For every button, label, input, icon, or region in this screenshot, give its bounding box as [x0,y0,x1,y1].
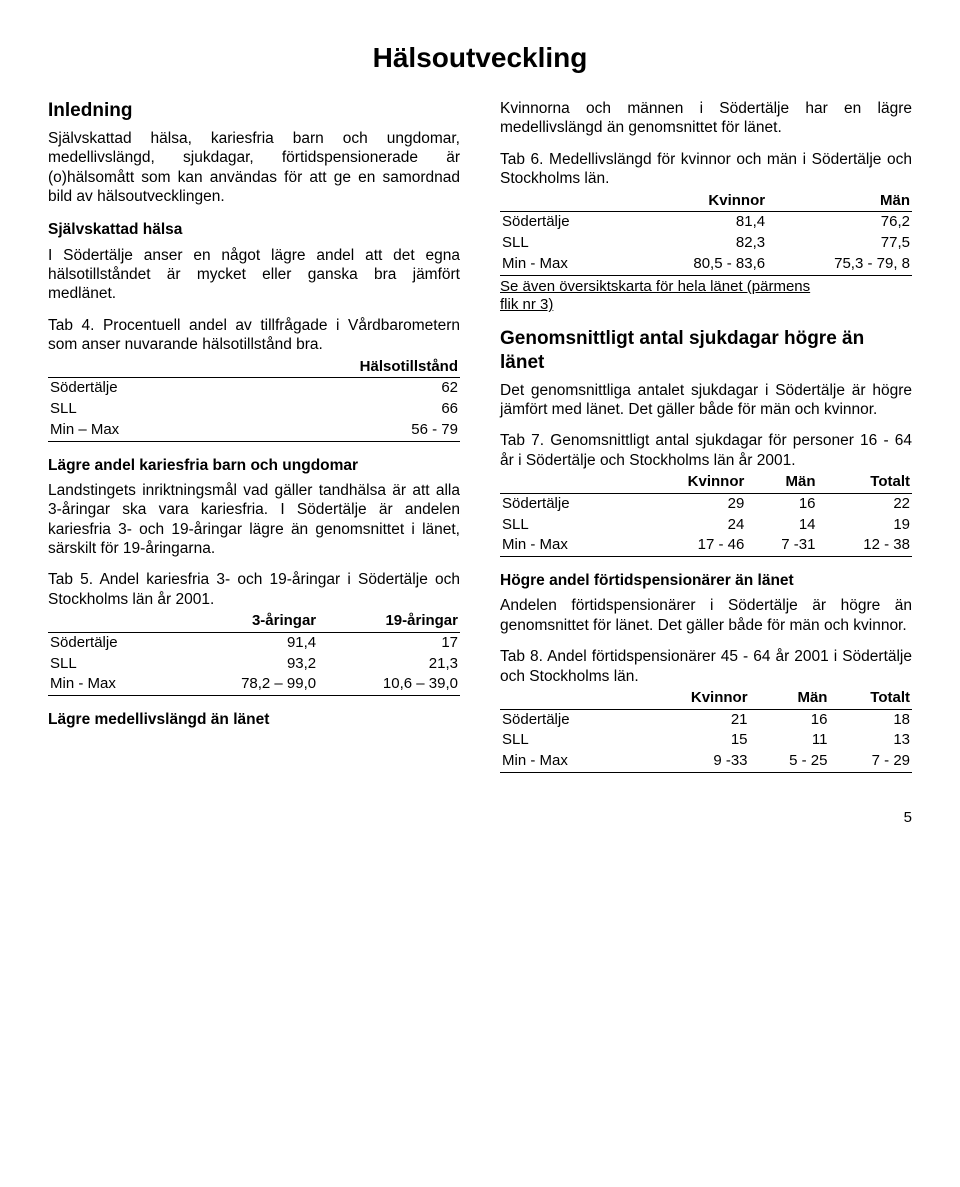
tab8-h0 [500,688,635,709]
para-karies: Landstingets inriktningsmål vad gäller t… [48,481,460,559]
table-row: SLL66 [48,399,460,420]
tab7-h0 [500,472,633,493]
tab4-h1: Hälsotillstånd [220,357,460,378]
heading-inledning: Inledning [48,99,460,123]
tab5-table: 3-åringar 19-åringar Södertälje91,417 SL… [48,611,460,696]
para-fortid: Andelen förtidspensionärer i Södertälje … [500,596,912,635]
table-row: Södertälje81,476,2 [500,212,912,233]
tab7-h3: Totalt [818,472,913,493]
tab6-note: Se även översiktskarta för hela länet (p… [500,278,912,316]
tab6-h0 [500,191,630,212]
heading-medelliv: Lägre medellivslängd än länet [48,710,460,729]
table-row: SLL241419 [500,515,912,536]
page-title: Hälsoutveckling [48,40,912,75]
tab8-table: Kvinnor Män Totalt Södertälje211618 SLL1… [500,688,912,773]
tab7-caption: Tab 7. Genomsnittligt antal sjukdagar fö… [500,431,912,470]
tab8-caption: Tab 8. Andel förtidspensionärer 45 - 64 … [500,647,912,686]
tab8-h3: Totalt [829,688,912,709]
tab5-h1: 3-åringar [176,611,318,632]
tab8-h1: Kvinnor [635,688,750,709]
para-sjalvskattad: I Södertälje anser en något lägre andel … [48,246,460,304]
table-row: Min – Max56 - 79 [48,420,460,441]
heading-fortid: Högre andel förtidspensionärer än länet [500,571,912,590]
tab6-h1: Kvinnor [630,191,767,212]
tab6-h2: Män [767,191,912,212]
page-number: 5 [48,809,912,828]
tab7-table: Kvinnor Män Totalt Södertälje291622 SLL2… [500,472,912,557]
tab5-h2: 19-åringar [318,611,460,632]
tab6-table: Kvinnor Män Södertälje81,476,2 SLL82,377… [500,191,912,276]
tab4-h0 [48,357,220,378]
left-column: Inledning Självskattad hälsa, kariesfria… [48,99,460,785]
tab6-note-link: Se även översiktskarta för hela länet (p… [500,278,810,295]
para-right-intro: Kvinnorna och männen i Södertälje har en… [500,99,912,138]
columns: Inledning Självskattad hälsa, kariesfria… [48,99,912,785]
table-row: SLL151113 [500,730,912,751]
table-row: Min - Max80,5 - 83,675,3 - 79, 8 [500,254,912,275]
tab8-h2: Män [750,688,830,709]
table-row: Södertälje291622 [500,493,912,514]
table-row: Min - Max78,2 – 99,010,6 – 39,0 [48,674,460,695]
table-row: Södertälje211618 [500,709,912,730]
tab7-h1: Kvinnor [633,472,746,493]
tab6-caption: Tab 6. Medellivslängd för kvinnor och mä… [500,150,912,189]
para-inledning: Självskattad hälsa, kariesfria barn och … [48,129,460,207]
table-row: SLL82,377,5 [500,233,912,254]
para-sjukdagar: Det genomsnittliga antalet sjukdagar i S… [500,381,912,420]
heading-sjalvskattad: Självskattad hälsa [48,220,460,239]
table-row: Södertälje91,417 [48,632,460,653]
table-row: Södertälje62 [48,378,460,399]
table-row: Min - Max9 -335 - 257 - 29 [500,751,912,772]
tab7-h2: Män [746,472,817,493]
tab4-table: Hälsotillstånd Södertälje62 SLL66 Min – … [48,357,460,442]
heading-sjukdagar: Genomsnittligt antal sjukdagar högre än … [500,327,912,375]
table-row: Min - Max17 - 467 -3112 - 38 [500,535,912,556]
tab5-h0 [48,611,176,632]
heading-karies: Lägre andel kariesfria barn och ungdomar [48,456,460,475]
right-column: Kvinnorna och männen i Södertälje har en… [500,99,912,785]
tab4-caption: Tab 4. Procentuell andel av tillfrågade … [48,316,460,355]
tab6-note-link2: flik nr 3) [500,296,553,313]
tab5-caption: Tab 5. Andel kariesfria 3- och 19-åringa… [48,570,460,609]
table-row: SLL93,221,3 [48,654,460,675]
